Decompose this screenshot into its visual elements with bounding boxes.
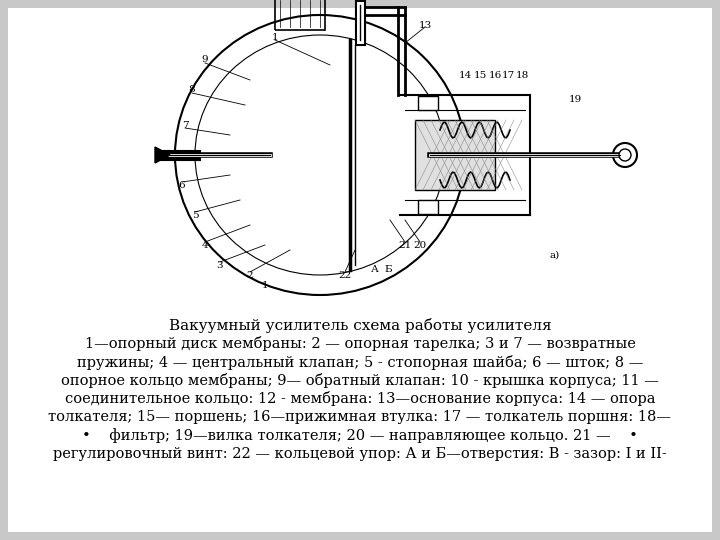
Text: 22: 22	[338, 271, 351, 280]
Text: А: А	[371, 266, 379, 274]
Text: 9: 9	[202, 56, 208, 64]
Text: 4: 4	[202, 240, 208, 249]
Text: 5: 5	[192, 211, 198, 219]
Text: •    фильтр; 19—вилка толкателя; 20 — направляющее кольцо. 21 —    •: • фильтр; 19—вилка толкателя; 20 — напра…	[82, 429, 638, 443]
Text: 14: 14	[459, 71, 472, 79]
Text: 7: 7	[181, 120, 189, 130]
Text: 6: 6	[179, 180, 185, 190]
Polygon shape	[155, 147, 170, 163]
Text: толкателя; 15— поршень; 16—прижимная втулка: 17 — толкатель поршня: 18—: толкателя; 15— поршень; 16—прижимная вту…	[48, 410, 672, 424]
Text: 1—опорный диск мембраны: 2 — опорная тарелка; 3 и 7 — возвратные: 1—опорный диск мембраны: 2 — опорная тар…	[84, 336, 636, 351]
Text: 20: 20	[413, 240, 427, 249]
Bar	[418, 96, 438, 110]
Bar	[415, 120, 495, 190]
Bar	[418, 200, 438, 214]
Bar	[275, 0, 325, 30]
Text: 18: 18	[516, 71, 528, 79]
Text: 2: 2	[247, 271, 253, 280]
Text: Вакуумный усилитель схема работы усилителя: Вакуумный усилитель схема работы усилите…	[168, 318, 552, 333]
Text: 8: 8	[189, 85, 195, 94]
Text: регулировочный винт: 22 — кольцевой упор: А и Б—отверстия: В - зазор: I и II-: регулировочный винт: 22 — кольцевой упор…	[53, 447, 667, 461]
Text: соединительное кольцо: 12 - мембрана: 13—основание корпуса: 14 — опора: соединительное кольцо: 12 - мембрана: 13…	[65, 392, 655, 407]
Text: опорное кольцо мембраны; 9— обратный клапан: 10 - крышка корпуса; 11 —: опорное кольцо мембраны; 9— обратный кла…	[61, 373, 659, 388]
Text: 3: 3	[217, 260, 223, 269]
Text: 1: 1	[261, 280, 269, 289]
Text: Б: Б	[384, 266, 392, 274]
Circle shape	[619, 149, 631, 161]
Text: 13: 13	[418, 21, 431, 30]
Text: а): а)	[550, 251, 560, 260]
Text: 16: 16	[488, 71, 502, 79]
Text: 17: 17	[501, 71, 515, 79]
Text: 19: 19	[568, 96, 582, 105]
Text: пружины; 4 — центральный клапан; 5 - стопорная шайба; 6 — шток; 8 —: пружины; 4 — центральный клапан; 5 - сто…	[77, 354, 643, 369]
Text: 1: 1	[271, 32, 279, 42]
Text: 15: 15	[473, 71, 487, 79]
Text: 21: 21	[398, 240, 412, 249]
